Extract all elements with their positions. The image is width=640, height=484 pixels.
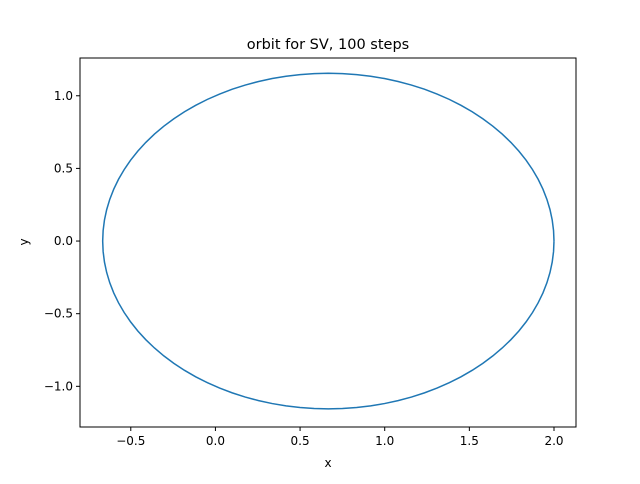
- y-tick-label: −1.0: [44, 379, 73, 393]
- y-tick-label: −0.5: [44, 307, 73, 321]
- orbit-line-series-1: [101, 72, 555, 410]
- y-axis-label: y: [17, 238, 31, 245]
- x-tick-label: 1.0: [375, 434, 394, 448]
- x-axis-ticks: −0.5 0.0 0.5 1.0 1.5 2.0: [116, 427, 564, 448]
- y-axis-ticks: −1.0 −0.5 0.0 0.5 1.0: [44, 89, 80, 393]
- x-tick-label: 2.0: [544, 434, 563, 448]
- plot-frame: [79, 57, 577, 428]
- x-tick-label: 0.5: [291, 434, 310, 448]
- y-tick-label: 0.5: [54, 161, 73, 175]
- x-tick-label: −0.5: [116, 434, 145, 448]
- y-tick-label: 0.0: [54, 234, 73, 248]
- x-tick-label: 0.0: [206, 434, 225, 448]
- y-tick-label: 1.0: [54, 89, 73, 103]
- chart-title: orbit for SV, 100 steps: [247, 37, 409, 53]
- x-tick-label: 1.5: [460, 434, 479, 448]
- x-axis-label: x: [324, 456, 331, 470]
- series-layer: [101, 72, 555, 410]
